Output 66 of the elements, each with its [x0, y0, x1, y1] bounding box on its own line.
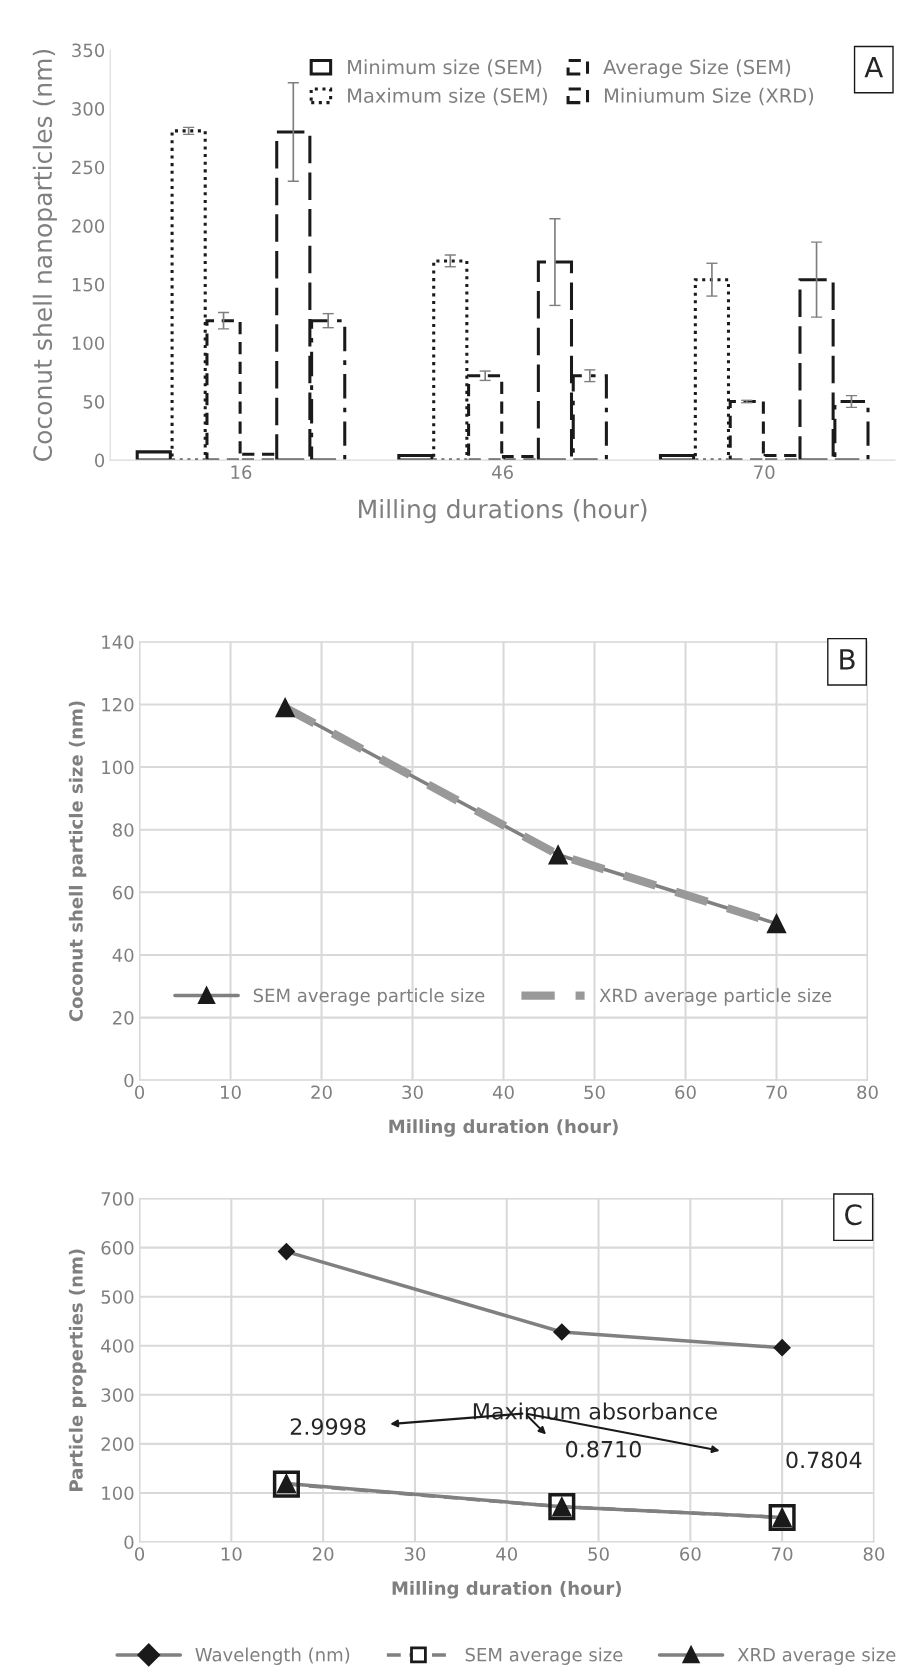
x-tick-label: 10 [221, 1085, 241, 1100]
x-tick-label: 0 [134, 1547, 145, 1561]
y-tick-label: 20 [113, 1011, 134, 1025]
y-axis-title: Coconut shell nanoparticles (nm) [32, 49, 57, 461]
annotation: A [864, 57, 884, 78]
y-tick-label: 0 [124, 1073, 134, 1088]
y-tick-label: 400 [101, 1339, 134, 1353]
x-tick-label: 70 [772, 1547, 793, 1561]
y-tick-label: 150 [72, 277, 105, 292]
x-tick-label: 10 [221, 1547, 242, 1561]
y-tick-label: 100 [72, 336, 105, 351]
y-axis-title: Particle properties (nm) [68, 1249, 87, 1491]
annotation: 0.7804 [786, 1451, 862, 1469]
y-tick-label: 0 [95, 453, 105, 468]
x-tick-label: 50 [588, 1547, 609, 1561]
y-tick-label: 300 [101, 1388, 134, 1402]
y-tick-label: 60 [112, 885, 134, 900]
y-tick-label: 40 [112, 948, 134, 963]
y-tick-label: 140 [102, 635, 134, 649]
x-tick-label: 16 [231, 465, 252, 479]
x-tick-label: 30 [402, 1085, 423, 1100]
x-tick-label: 40 [492, 1085, 514, 1100]
annotation: 0.8710 [566, 1440, 641, 1458]
x-tick-label: 70 [754, 465, 775, 479]
x-axis-title: Milling duration (hour) [392, 1580, 621, 1599]
x-tick-label: 46 [492, 465, 513, 479]
legend-label: XRD average size [737, 1647, 896, 1665]
legend-label: Average Size (SEM) [603, 59, 791, 79]
x-axis-title: Milling duration (hour) [389, 1119, 618, 1137]
x-tick-label: 20 [311, 1085, 332, 1100]
legend-label: XRD average particle size [599, 988, 832, 1006]
y-axis-title: Coconut shell particle size (nm) [68, 701, 87, 1022]
y-tick-label: 0 [124, 1535, 134, 1550]
y-tick-label: 700 [101, 1192, 134, 1206]
y-tick-label: 80 [112, 823, 134, 837]
y-tick-label: 250 [72, 160, 105, 175]
y-tick-label: 300 [72, 102, 105, 116]
x-tick-label: 20 [312, 1547, 334, 1561]
x-tick-label: 50 [584, 1085, 605, 1100]
legend-label: SEM average particle size [253, 988, 485, 1006]
legend-label: Wavelength (nm) [195, 1647, 350, 1665]
annotation: C [845, 1204, 862, 1226]
y-tick-label: 350 [72, 43, 105, 58]
y-tick-label: 120 [102, 697, 134, 712]
legend-label: Minimum size (SEM) [348, 59, 542, 77]
annotation: 2.9998 [290, 1418, 366, 1435]
x-axis-title: Milling durations (hour) [359, 499, 647, 524]
y-tick-label: 200 [101, 1437, 134, 1451]
legend-label: Maximum size (SEM) [348, 87, 547, 106]
legend-label: SEM average size [465, 1647, 623, 1665]
x-tick-label: 30 [404, 1547, 426, 1561]
x-tick-label: 80 [857, 1085, 878, 1100]
x-tick-label: 0 [134, 1085, 145, 1100]
x-tick-label: 40 [496, 1547, 518, 1561]
annotation: B [840, 649, 855, 670]
y-tick-label: 600 [101, 1241, 134, 1255]
y-tick-label: 200 [72, 219, 105, 233]
legend-label: Miniumum Size (XRD) [604, 87, 814, 106]
y-tick-label: 50 [83, 394, 105, 409]
x-tick-label: 60 [680, 1547, 701, 1561]
x-tick-label: 60 [675, 1085, 696, 1100]
y-tick-label: 100 [102, 760, 134, 775]
y-tick-label: 500 [101, 1290, 134, 1304]
x-tick-label: 70 [766, 1085, 787, 1100]
x-tick-label: 80 [863, 1547, 885, 1561]
y-tick-label: 100 [102, 1486, 134, 1501]
